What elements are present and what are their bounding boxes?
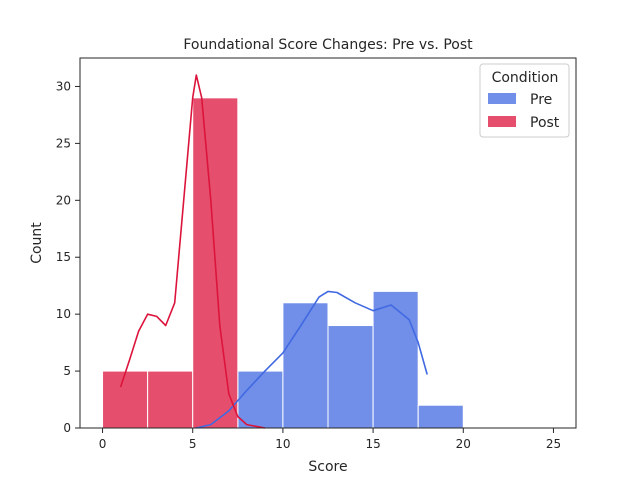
y-axis-label: Count [29, 222, 45, 264]
chart-title: Foundational Score Changes: Pre vs. Post [183, 37, 473, 53]
bar-pre [282, 302, 329, 429]
y-tick-label: 5 [63, 364, 71, 378]
x-tick-label: 0 [99, 437, 107, 451]
legend-label-post: Post [530, 115, 560, 131]
x-tick-label: 15 [365, 437, 380, 451]
kde-layer [119, 74, 428, 429]
legend-title: Condition [492, 70, 559, 86]
legend-swatch-post [488, 116, 516, 127]
bar-pre [327, 325, 374, 429]
legend-label-pre: Pre [530, 92, 552, 108]
bar-post [147, 370, 194, 429]
y-tick-label: 0 [63, 421, 71, 435]
x-tick-label: 20 [456, 437, 471, 451]
x-tick-label: 5 [189, 437, 197, 451]
bar-pre [372, 290, 419, 429]
bar-post [102, 370, 149, 429]
legend: Condition Pre Post [479, 63, 570, 138]
y-tick-label: 25 [56, 136, 71, 150]
y-tick-label: 30 [56, 79, 71, 93]
ticks-layer: 0 5 10 15 20 25 0 5 10 15 20 25 30 [56, 79, 561, 451]
x-tick-label: 25 [546, 437, 561, 451]
x-tick-label: 10 [275, 437, 290, 451]
plot-frame [79, 57, 577, 429]
y-tick-label: 15 [56, 250, 71, 264]
bar-pre [237, 370, 284, 429]
bar-pre [417, 404, 464, 429]
y-tick-label: 10 [56, 307, 71, 321]
x-axis-label: Score [308, 459, 347, 475]
kde-line-pre [196, 290, 428, 429]
y-tick-label: 20 [56, 193, 71, 207]
legend-swatch-pre [488, 93, 516, 104]
bars-layer [102, 97, 464, 429]
kde-line-post [119, 74, 266, 429]
